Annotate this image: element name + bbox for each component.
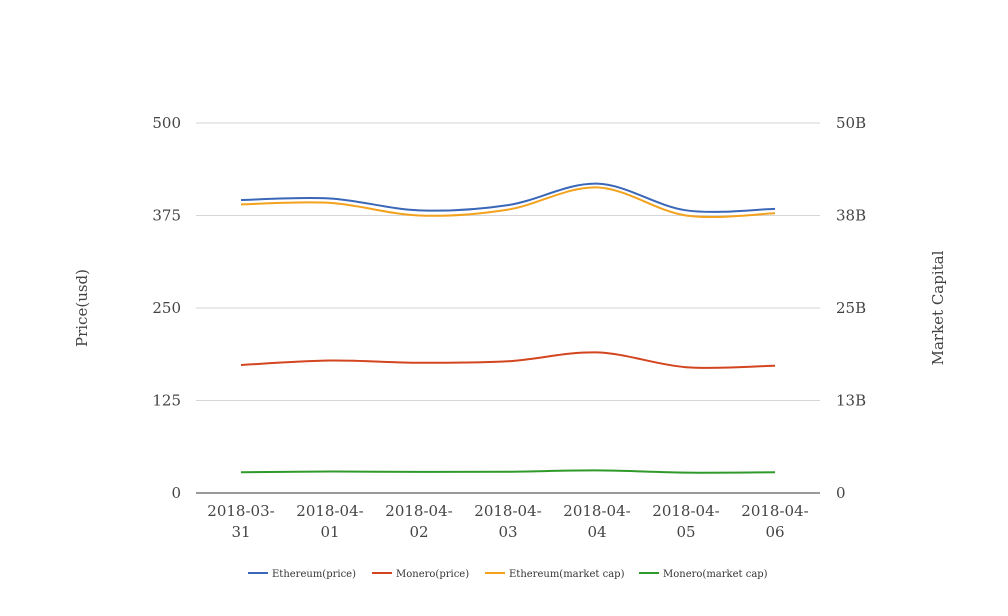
x-tick-label: 2018-04-01 bbox=[296, 502, 363, 541]
y-right-tick-label: 0 bbox=[836, 484, 846, 502]
series-line-ethereum-price bbox=[240, 182, 776, 213]
x-tick-label: 2018-04-06 bbox=[741, 502, 808, 541]
legend-label: Monero(market cap) bbox=[663, 569, 768, 580]
x-tick-label: 2018-03-31 bbox=[207, 502, 274, 541]
legend-item: Ethereum(price) bbox=[248, 569, 356, 580]
y-axis-left-title: Price(usd) bbox=[73, 269, 91, 347]
x-tick-label: 2018-04-05 bbox=[652, 502, 719, 541]
legend-item: Ethereum(market cap) bbox=[485, 569, 625, 580]
y-left-tick-label: 500 bbox=[152, 114, 181, 132]
legend-label: Monero(price) bbox=[396, 569, 469, 580]
series-line-ethereum-market-cap bbox=[240, 186, 776, 218]
x-tick-label: 2018-04-02 bbox=[385, 502, 452, 541]
grid-lines bbox=[196, 122, 820, 401]
x-tick-label: 2018-04-04 bbox=[563, 502, 630, 541]
legend-label: Ethereum(price) bbox=[272, 569, 356, 580]
y-right-tick-label: 38B bbox=[836, 207, 866, 225]
y-right-tick-label: 25B bbox=[836, 299, 866, 317]
series-lines bbox=[240, 182, 776, 474]
series-line-monero-price bbox=[240, 351, 776, 369]
y-right-tick-label: 50B bbox=[836, 114, 866, 132]
y-left-tick-label: 125 bbox=[152, 392, 181, 410]
axes: 0 0 125 13B 250 25B 375 38B 500 50B 2018-03-31 2018… bbox=[152, 114, 866, 541]
series-line-monero-market-cap bbox=[240, 469, 776, 474]
y-left-tick-label: 375 bbox=[152, 207, 181, 225]
legend-item: Monero(market cap) bbox=[639, 569, 768, 580]
y-left-tick-label: 250 bbox=[152, 299, 181, 317]
y-axis-right-title: Market Capital bbox=[929, 250, 947, 365]
x-tick-label: 2018-04-03 bbox=[474, 502, 541, 541]
y-left-tick-label: 0 bbox=[171, 484, 181, 502]
legend-item: Monero(price) bbox=[372, 569, 469, 580]
y-right-tick-label: 13B bbox=[836, 392, 866, 410]
legend-label: Ethereum(market cap) bbox=[509, 569, 625, 580]
legend: Ethereum(price) Monero(price) Ethereum(mar… bbox=[248, 569, 768, 580]
